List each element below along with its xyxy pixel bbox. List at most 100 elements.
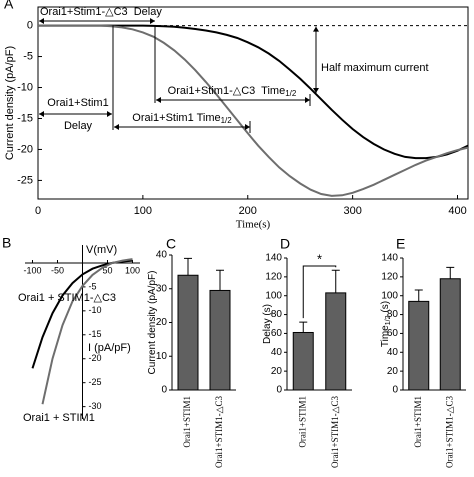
arrow-head — [156, 97, 161, 103]
significance-label: * — [317, 251, 322, 266]
bar — [292, 331, 314, 391]
y-tick-label: 80 — [387, 309, 399, 320]
annotation: Orai1+Stim1 — [47, 97, 108, 109]
arrow-head — [313, 88, 319, 93]
x-tick-label: 100 — [125, 265, 140, 275]
panel-letter: B — [2, 235, 11, 251]
significance-bracket — [302, 265, 337, 319]
y-tick-label: 40 — [271, 347, 283, 358]
y-tick-label: -10 — [89, 305, 102, 315]
x-tick-label: -50 — [51, 265, 64, 275]
x-tick-label: Orai1+STIM1-△C3 — [330, 396, 340, 468]
y-tick-label: 0 — [276, 385, 282, 396]
y-tick-label: 10 — [156, 351, 168, 362]
y-axis-title: Delay (s) — [262, 304, 273, 344]
x-axis-title: V(mV) — [86, 244, 117, 256]
y-tick-label: -20 — [89, 353, 102, 363]
y-axis-title-unit: (s) — [380, 301, 391, 313]
y-tick-label: 60 — [271, 328, 283, 339]
x-tick-label: -100 — [23, 265, 41, 275]
y-tick-label: -20 — [17, 143, 33, 155]
bar — [177, 274, 199, 391]
arrow-head — [150, 18, 155, 24]
y-axis-title-subscript: 1/2 — [385, 315, 392, 325]
y-tick-label: 20 — [271, 366, 283, 377]
x-tick-label: Orai1+STIM1-△C3 — [214, 396, 224, 468]
data-line — [38, 24, 469, 197]
x-tick-label: Orai1+STIM1 — [413, 396, 423, 448]
annotation: Orai1+Stim1-△C3 Delay — [40, 6, 162, 18]
annotation: Delay — [64, 120, 93, 132]
x-tick-label: Orai1+STIM1 — [297, 396, 307, 448]
panel-letter: E — [396, 236, 405, 252]
y-tick-label: 20 — [387, 366, 399, 377]
data-line — [41, 258, 133, 405]
y-axis-title-text: Delay (s) — [262, 304, 273, 344]
x-tick-label: 100 — [134, 205, 152, 217]
y-axis-title: Current density (pA/pF) — [4, 46, 16, 160]
y-tick-label: 40 — [387, 347, 399, 358]
series-label: Orai1 + STIM1-△C3 — [18, 292, 116, 304]
error-bar — [299, 321, 308, 333]
y-tick-label: 40 — [156, 250, 168, 261]
y-axis-title-text: Current density (pA/pF) — [147, 271, 158, 375]
y-tick-label: -30 — [89, 401, 102, 411]
error-bar — [414, 289, 423, 302]
y-tick-label: 140 — [265, 253, 282, 264]
bar — [209, 289, 231, 391]
x-tick-label: 400 — [448, 205, 466, 217]
arrow-head — [107, 111, 112, 117]
x-axis-title: Time(s) — [236, 219, 271, 231]
y-axis-title: Current density (pA/pF) — [147, 271, 158, 375]
y-tick-label: -15 — [17, 112, 33, 124]
y-axis-title: Time1/2 (s) — [380, 301, 392, 347]
y-tick-label: 140 — [381, 253, 398, 264]
y-tick-label: 100 — [381, 290, 398, 301]
y-tick-label: -25 — [89, 377, 102, 387]
x-tick-label: Orai1+STIM1-△C3 — [444, 396, 454, 468]
annotation-text: Orai1+Stim1 Time — [132, 112, 220, 124]
error-bar — [331, 269, 340, 293]
bar — [408, 300, 430, 391]
y-tick-label: 120 — [381, 271, 398, 282]
bar — [325, 292, 347, 391]
annotation: Orai1+Stim1 Time1/2 — [132, 112, 232, 125]
bar — [439, 278, 461, 391]
annotation-subscript: 1/2 — [221, 116, 233, 125]
x-tick-label: Orai1+STIM1 — [182, 396, 192, 448]
annotation: Orai1+Stim1-△C3 Time1/2 — [168, 85, 297, 98]
y-tick-label: 30 — [156, 283, 168, 294]
y-axis-title-text: Time — [380, 325, 391, 347]
annotation: Half maximum current — [321, 62, 429, 74]
plot-frame — [37, 6, 469, 200]
y-tick-label: 0 — [161, 385, 167, 396]
error-bar — [216, 269, 224, 291]
annotation-text: Orai1+Stim1-△C3 Time — [168, 85, 286, 97]
y-tick-label: 0 — [392, 385, 398, 396]
y-tick-label: -10 — [17, 81, 33, 93]
arrow-head — [245, 124, 250, 130]
arrow-head — [114, 124, 119, 130]
arrow-head — [39, 111, 44, 117]
y-tick-label: 60 — [387, 328, 399, 339]
error-bar — [184, 257, 192, 276]
y-tick-label: 120 — [265, 271, 282, 282]
y-tick-label: -5 — [23, 50, 33, 62]
series-label: Orai1 + STIM1 — [23, 412, 95, 424]
arrow-head — [305, 97, 310, 103]
y-tick-label: 20 — [156, 317, 168, 328]
x-tick-label: 50 — [102, 265, 112, 275]
y-tick-label: -15 — [89, 329, 102, 339]
y-tick-label: 80 — [271, 309, 283, 320]
y-tick-label: 0 — [27, 19, 33, 31]
y-tick-label: -5 — [89, 281, 97, 291]
annotation-subscript: 1/2 — [285, 89, 297, 98]
y-tick-label: 100 — [265, 290, 282, 301]
y-axis-title: I (pA/pF) — [88, 342, 131, 354]
arrow-head — [39, 18, 44, 24]
y-tick-label: -25 — [17, 174, 33, 186]
arrow-head — [313, 26, 319, 32]
x-tick-label: 0 — [35, 205, 41, 217]
x-tick-label: 300 — [343, 205, 361, 217]
